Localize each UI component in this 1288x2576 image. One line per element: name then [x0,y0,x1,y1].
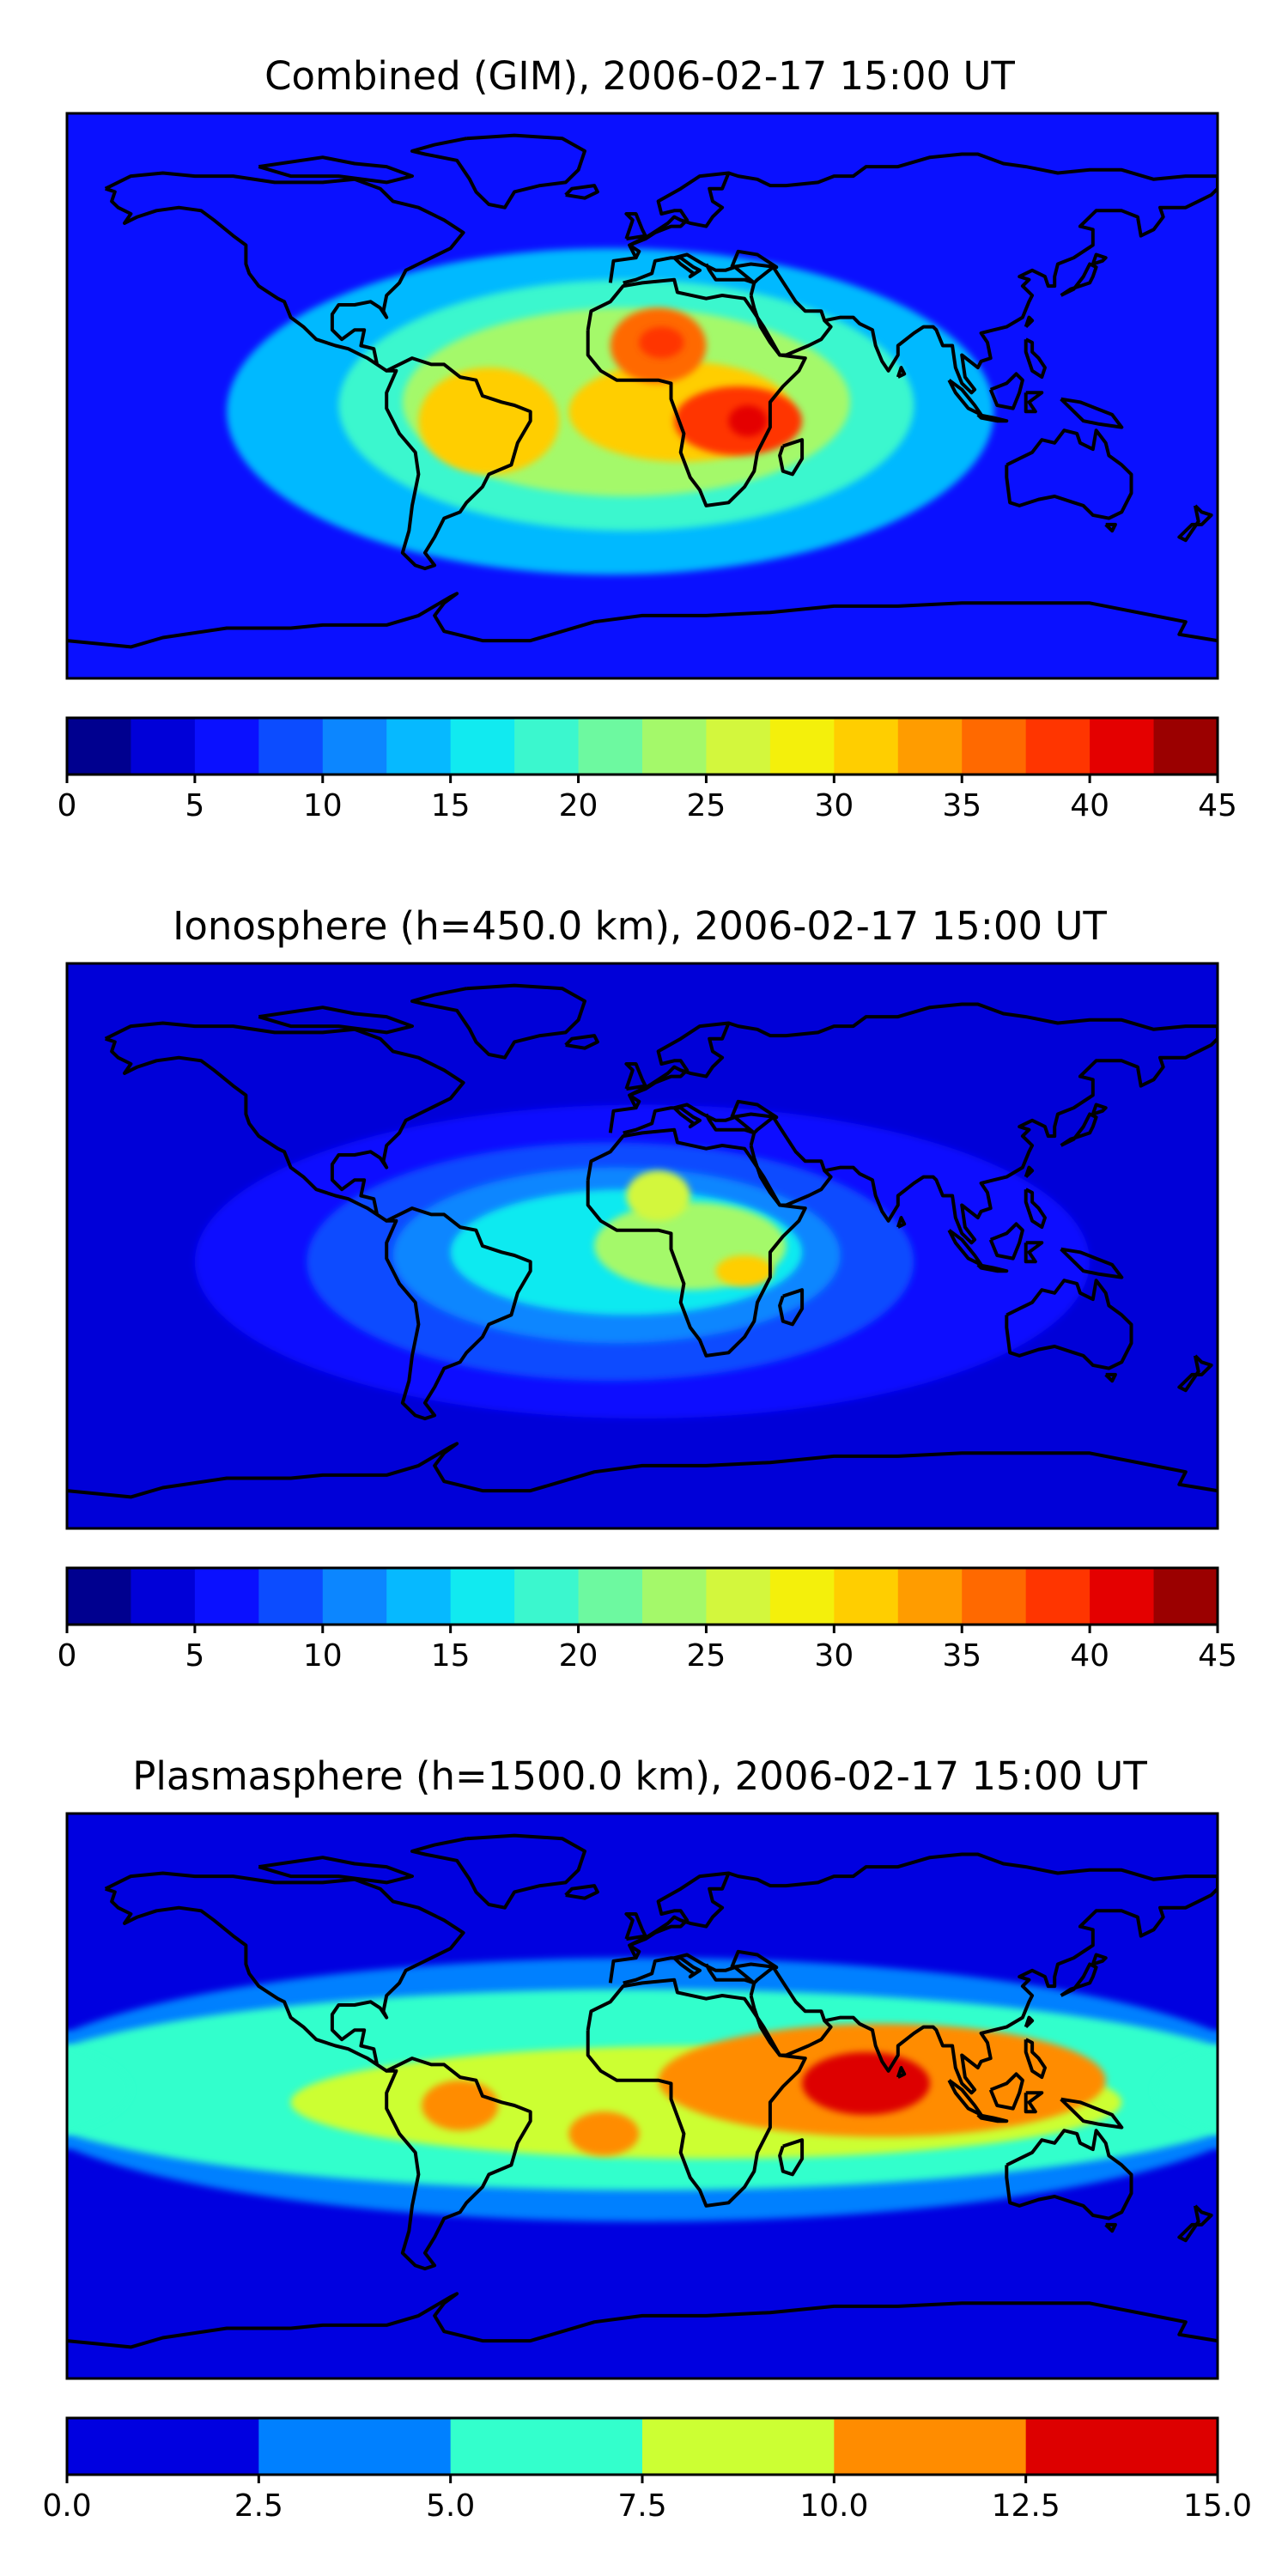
field-region [568,2111,640,2156]
field-region [802,2051,930,2115]
colorbar-tick-label: 20 [559,788,598,823]
panel-2-map [65,962,1219,1530]
colorbar-bin [834,1568,899,1625]
field-region [418,368,560,475]
colorbar-tick-label: 10.0 [799,2488,868,2524]
colorbar-tick-label: 10 [303,788,343,823]
colorbar-frame [65,716,1219,776]
colorbar-bin [322,1568,387,1625]
colorbar-tick-label: 2.5 [234,2488,283,2524]
panel-1-title: Combined (GIM), 2006-02-17 15:00 UT [264,53,1015,99]
colorbar-bin [1153,718,1218,775]
panel-2-title: Ionosphere (h=450.0 km), 2006-02-17 15:0… [173,903,1107,949]
field-region [639,326,684,359]
colorbar-bin [769,718,835,775]
colorbar-bin [1090,718,1155,775]
colorbar-bin [1025,1568,1091,1625]
colorbar-bin [1153,1568,1218,1625]
colorbar-bin [322,718,387,775]
colorbar-tick-label: 45 [1198,788,1237,823]
colorbar-tick-label: 12.5 [992,2488,1060,2524]
colorbar-tick-label: 40 [1070,1638,1109,1674]
colorbar-bin [769,1568,835,1625]
panel-2-coastlines [67,983,1218,1499]
panel-1-field [67,113,1218,678]
panel-3-coastlines [67,1833,1218,2349]
colorbar-tick-label: 0 [58,788,77,823]
colorbar-bin [258,718,324,775]
colorbar-bin [897,718,963,775]
colorbar-tick-label: 35 [942,1638,981,1674]
colorbar-bin [194,1568,259,1625]
colorbar-bin [962,1568,1027,1625]
colorbar-bin [194,718,259,775]
field-region [1153,2045,1218,2134]
colorbar-bin [450,2418,643,2475]
colorbar-bin [131,1568,196,1625]
colorbar-bin [578,1568,643,1625]
colorbar-bin [514,718,580,775]
colorbar-tick-label: 35 [942,788,981,823]
colorbar-tick-label: 5 [185,788,204,823]
panel-2-colorbar: 0 5 10 15 20 25 30 35 40 45 [58,1566,1237,1674]
panel-3-map [65,1812,1219,2380]
colorbar-bin [1090,1568,1155,1625]
colorbar-bin [642,718,707,775]
colorbar-tick-label: 25 [687,1638,726,1674]
colorbar-tick-label: 10 [303,1638,343,1674]
panel-1-map [65,112,1219,680]
colorbar-tick-label: 5.0 [426,2488,475,2524]
colorbar-tick-label: 0.0 [42,2488,91,2524]
colorbar-bin [642,2418,835,2475]
colorbar-bin [578,718,643,775]
colorbar-bin [67,2418,259,2475]
colorbar-bin [450,1568,515,1625]
colorbar-tick-label: 7.5 [617,2488,666,2524]
colorbar-bin [834,718,899,775]
panel-1-colorbar: 0 5 10 15 20 25 30 35 40 45 [58,716,1237,823]
colorbar-bin [962,718,1027,775]
colorbar-tick-label: 30 [814,1638,854,1674]
colorbar-bin [386,1568,452,1625]
colorbar-tick-label: 5 [185,1638,204,1674]
colorbar-bin [258,1568,324,1625]
colorbar-bin [897,1568,963,1625]
colorbar-bin [834,2418,1027,2475]
colorbar-tick-label: 40 [1070,788,1109,823]
colorbar-bin [706,1568,771,1625]
colorbar-tick-label: 0 [58,1638,77,1674]
colorbar-bin [131,718,196,775]
field-region [67,2045,131,2134]
colorbar-bin [450,718,515,775]
colorbar-tick-label: 15.0 [1183,2488,1252,2524]
colorbar-bin [1025,718,1091,775]
field-region [422,2080,499,2131]
panel-2-field [67,963,1218,1528]
colorbar-bin [67,1568,131,1625]
colorbar-tick-label: 15 [431,788,471,823]
colorbar-tick-label: 20 [559,1638,598,1674]
colorbar-tick-label: 30 [814,788,854,823]
colorbar-bin [642,1568,707,1625]
colorbar-tick-label: 15 [431,1638,471,1674]
colorbar-bin [67,718,131,775]
colorbar-bin [386,718,452,775]
panel-1-coastlines [67,133,1218,649]
panel-3-title: Plasmasphere (h=1500.0 km), 2006-02-17 1… [132,1753,1147,1799]
panel-3-colorbar: 0.0 2.5 5.0 7.5 10.0 12.5 15.0 [42,2416,1252,2524]
colorbar-bin [258,2418,452,2475]
colorbar-frame [65,1566,1219,1626]
colorbar-bin [706,718,771,775]
panel-3-field [67,1814,1218,2379]
field-region [626,1170,690,1221]
field-region [715,1255,774,1287]
colorbar-tick-label: 45 [1198,1638,1237,1674]
field-region [728,404,768,437]
colorbar-bin [1025,2418,1218,2475]
colorbar-bin [514,1568,580,1625]
colorbar-tick-label: 25 [687,788,726,823]
